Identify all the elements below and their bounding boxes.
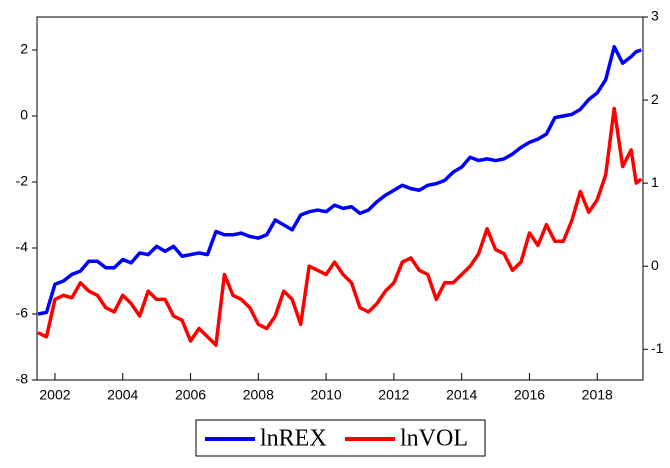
x-tick-label: 2016 — [514, 387, 545, 403]
y-tick-label: 0 — [20, 107, 28, 123]
x-tick-label: 2018 — [582, 387, 613, 403]
y-tick-label: -6 — [16, 305, 29, 321]
x-tick-label: 2010 — [311, 387, 342, 403]
x-tick-label: 2004 — [107, 387, 138, 403]
y2-tick-label: -1 — [651, 340, 664, 356]
y2-tick-label: 2 — [651, 91, 659, 107]
y2-tick-label: 3 — [651, 8, 659, 24]
legend-label: lnVOL — [400, 426, 468, 452]
x-tick-label: 2014 — [446, 387, 477, 403]
y-tick-label: 2 — [20, 41, 28, 57]
y2-tick-label: 0 — [651, 257, 659, 273]
x-tick-label: 2012 — [378, 387, 409, 403]
y2-tick-label: 1 — [651, 174, 659, 190]
y-tick-label: -4 — [16, 239, 29, 255]
x-tick-label: 2006 — [175, 387, 206, 403]
x-tick-label: 2008 — [243, 387, 274, 403]
y-tick-label: -8 — [16, 371, 29, 387]
legend-label: lnREX — [260, 426, 327, 452]
y-tick-label: -2 — [16, 173, 29, 189]
series-line — [37, 106, 643, 347]
x-tick-label: 2002 — [39, 387, 70, 403]
plot-frame — [36, 16, 644, 381]
series-line — [37, 44, 642, 316]
